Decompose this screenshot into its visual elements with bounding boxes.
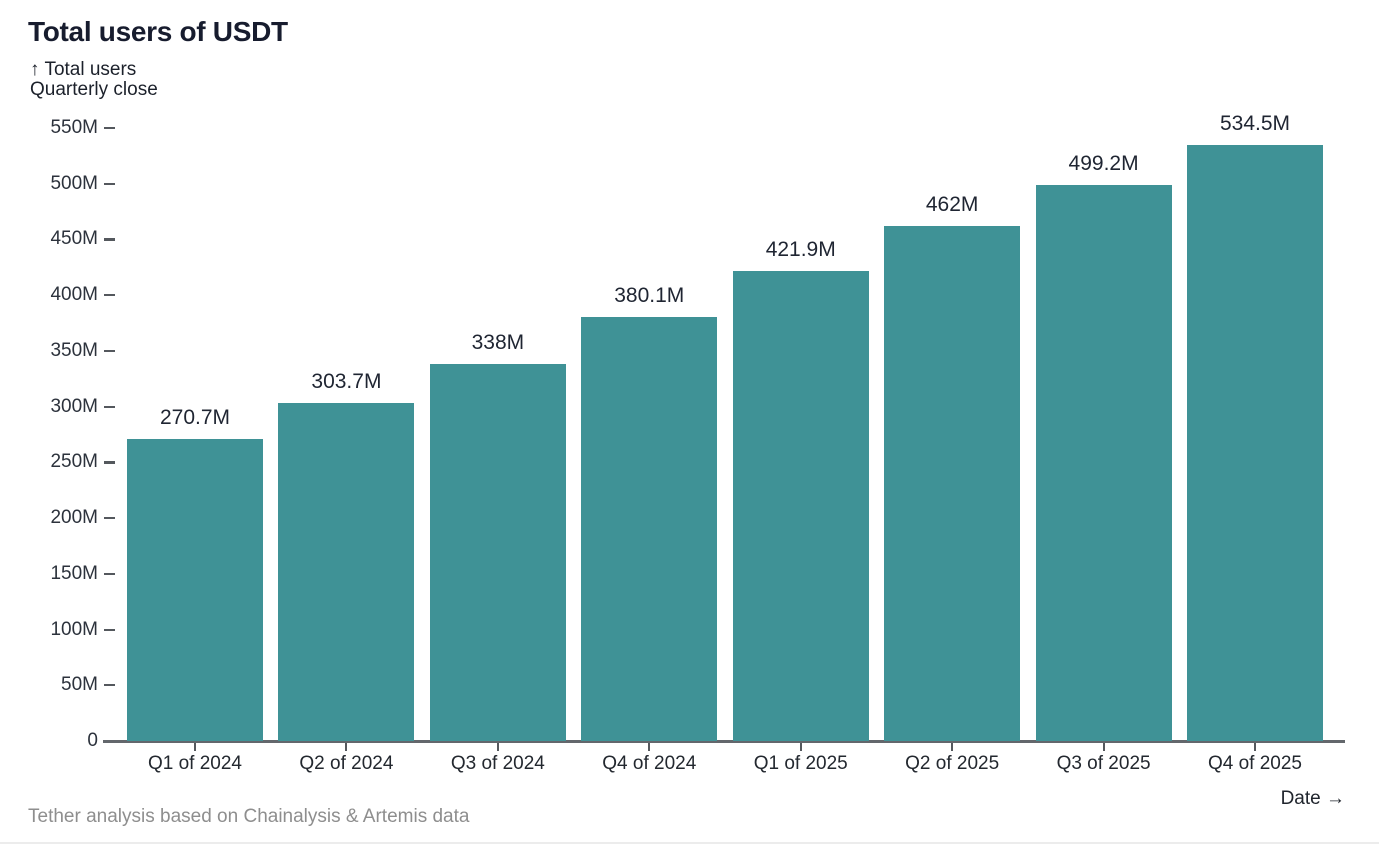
bar-value-label: 270.7M xyxy=(159,406,231,430)
chart-title: Total users of USDT xyxy=(28,16,288,47)
x-tick-mark xyxy=(194,742,196,751)
bar-q2-of-2025 xyxy=(884,226,1021,741)
bar-value-label: 421.9M xyxy=(765,237,836,261)
x-tick-mark xyxy=(799,742,802,751)
bar-value-label: 338M xyxy=(471,331,525,355)
x-tick-label: Q4 of 2025 xyxy=(1207,753,1303,774)
bar-q3-of-2024 xyxy=(429,364,566,741)
bar-value-label: 534.5M xyxy=(1219,112,1291,136)
y-tick-label: 450M xyxy=(50,228,98,250)
bar-q3-of-2025 xyxy=(1035,184,1172,741)
bar-q4-of-2024 xyxy=(581,317,718,741)
bar-q1-of-2024 xyxy=(127,439,263,741)
bar-value-label: 462M xyxy=(925,193,979,217)
x-tick-label: Q2 of 2024 xyxy=(299,753,394,774)
y-tick-dash xyxy=(104,628,115,631)
bar-value-label: 499.2M xyxy=(1068,151,1139,175)
y-tick-dash xyxy=(104,127,115,130)
y-tick-label: 300M xyxy=(50,395,98,417)
x-tick-label: Q2 of 2025 xyxy=(905,753,1000,774)
y-tick-dash xyxy=(104,572,115,575)
x-tick-label: Q1 of 2025 xyxy=(753,753,848,774)
x-tick-mark xyxy=(951,742,954,751)
x-axis-title: Date → xyxy=(1281,788,1345,810)
x-tick-label: Q3 of 2025 xyxy=(1056,753,1151,774)
y-axis-title: ↑ Total users Quarterly close xyxy=(30,60,158,99)
y-tick-dash xyxy=(104,294,115,297)
y-tick-label: 350M xyxy=(50,339,98,361)
bar-value-label: 380.1M xyxy=(614,284,685,308)
y-tick-label: 0 xyxy=(87,730,98,751)
y-tick-label: 550M xyxy=(50,117,98,138)
y-tick-dash xyxy=(104,182,115,185)
bar-q1-of-2025 xyxy=(732,270,869,741)
y-tick-label: 150M xyxy=(50,562,98,584)
y-tick-label: 500M xyxy=(50,172,98,194)
y-tick-label: 250M xyxy=(50,451,98,473)
x-axis-title-text: Date xyxy=(1280,788,1321,809)
x-tick-label: Q4 of 2024 xyxy=(602,753,697,774)
bar-q2-of-2024 xyxy=(278,402,415,741)
bar-q4-of-2025 xyxy=(1187,145,1323,741)
y-tick-label: 100M xyxy=(50,618,98,640)
y-tick-label: 50M xyxy=(61,674,98,696)
y-axis-title-line2: Quarterly close xyxy=(30,78,158,100)
x-tick-label: Q3 of 2024 xyxy=(450,753,545,774)
x-tick-mark xyxy=(496,742,499,751)
x-tick-mark xyxy=(648,742,651,751)
bar-value-label: 303.7M xyxy=(311,369,382,393)
y-axis-title-line1: ↑ Total users xyxy=(30,60,158,80)
y-tick-dash xyxy=(104,461,115,464)
right-arrow-icon: → xyxy=(1326,788,1345,809)
up-arrow-icon: ↑ xyxy=(30,59,40,80)
y-axis-title-text: Total users xyxy=(44,59,137,80)
x-tick-mark xyxy=(345,742,348,751)
y-tick-dash xyxy=(104,517,115,520)
x-tick-mark xyxy=(1102,742,1105,751)
y-tick-dash xyxy=(104,684,115,687)
y-tick-dash xyxy=(104,349,115,353)
y-tick-dash xyxy=(104,238,115,241)
source-note: Tether analysis based on Chainalysis & A… xyxy=(28,806,470,827)
x-axis-line xyxy=(103,740,1345,743)
x-tick-label: Q1 of 2024 xyxy=(147,753,243,774)
x-tick-mark xyxy=(1254,742,1256,751)
y-tick-dash xyxy=(104,405,115,408)
y-tick-label: 400M xyxy=(50,284,98,306)
y-tick-label: 200M xyxy=(50,507,98,529)
